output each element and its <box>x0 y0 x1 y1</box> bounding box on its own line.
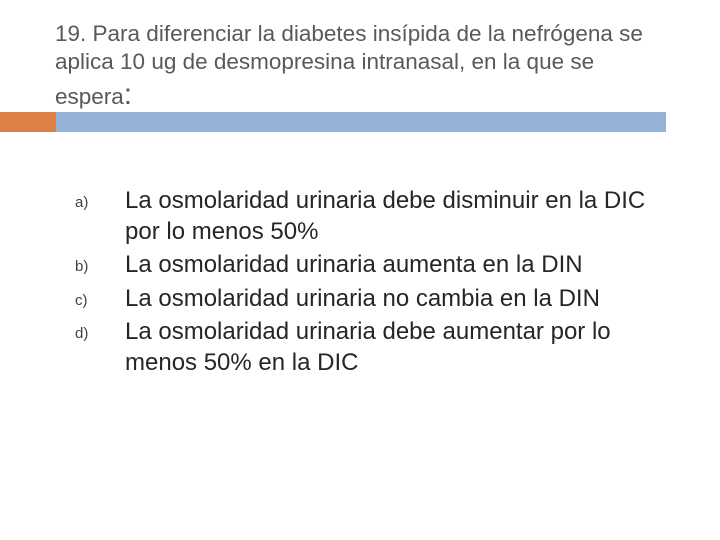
options-list: a) La osmolaridad urinaria debe disminui… <box>75 185 665 380</box>
accent-bar <box>0 112 56 132</box>
title-underline-bar <box>56 112 666 132</box>
option-b: b) La osmolaridad urinaria aumenta en la… <box>75 249 665 280</box>
slide: 19. Para diferenciar la diabetes insípid… <box>0 0 720 540</box>
option-letter: d) <box>75 316 125 342</box>
option-letter: b) <box>75 249 125 275</box>
option-d: d) La osmolaridad urinaria debe aumentar… <box>75 316 665 378</box>
option-text: La osmolaridad urinaria aumenta en la DI… <box>125 249 583 280</box>
question-colon: : <box>124 78 132 111</box>
option-c: c) La osmolaridad urinaria no cambia en … <box>75 283 665 314</box>
option-text: La osmolaridad urinaria debe disminuir e… <box>125 185 665 247</box>
option-letter: c) <box>75 283 125 309</box>
option-text: La osmolaridad urinaria no cambia en la … <box>125 283 600 314</box>
option-a: a) La osmolaridad urinaria debe disminui… <box>75 185 665 247</box>
question-text: 19. Para diferenciar la diabetes insípid… <box>55 20 665 114</box>
question-body: 19. Para diferenciar la diabetes insípid… <box>55 21 643 109</box>
option-text: La osmolaridad urinaria debe aumentar po… <box>125 316 665 378</box>
option-letter: a) <box>75 185 125 211</box>
